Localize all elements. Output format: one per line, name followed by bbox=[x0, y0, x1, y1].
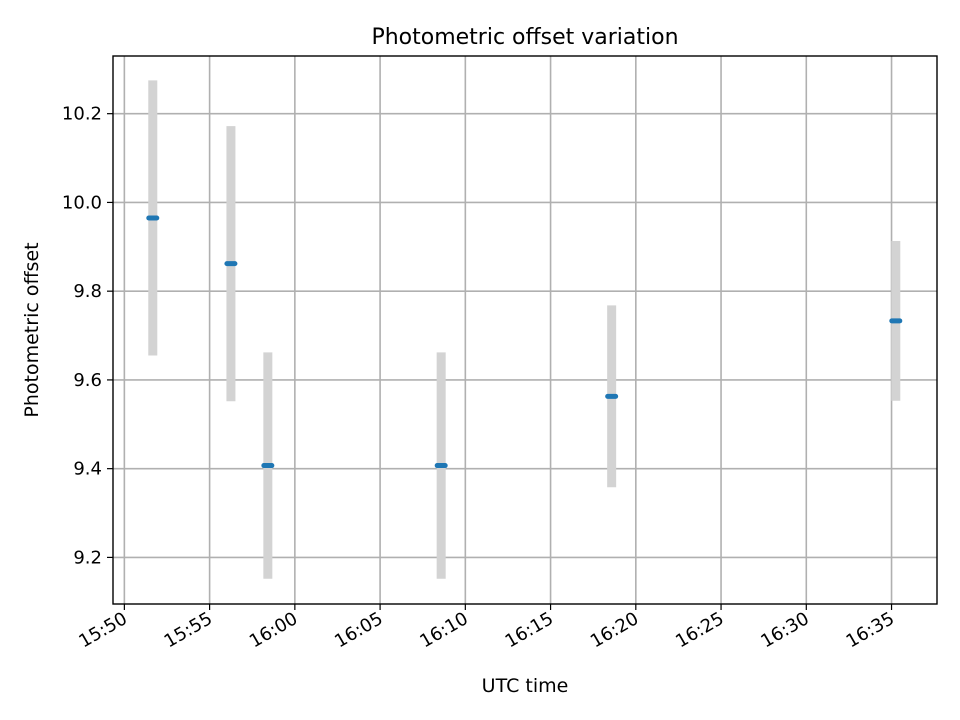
grid-layer bbox=[113, 56, 937, 604]
y-tick-label: 10.2 bbox=[62, 104, 102, 125]
y-tick-label: 9.2 bbox=[73, 547, 102, 568]
y-tick-label: 9.4 bbox=[73, 459, 102, 480]
x-tick-label: 16:25 bbox=[672, 608, 727, 652]
marker-layer bbox=[146, 215, 903, 469]
x-tick-label: 16:05 bbox=[331, 608, 386, 652]
errorbar-layer bbox=[148, 80, 901, 579]
x-tick-label: 16:15 bbox=[502, 608, 557, 652]
y-tick-label: 9.8 bbox=[73, 281, 102, 302]
x-tick-label: 16:20 bbox=[587, 608, 642, 652]
x-tick-label: 15:55 bbox=[161, 608, 216, 652]
x-tick-label: 16:10 bbox=[416, 608, 471, 652]
x-tick-label: 15:50 bbox=[75, 608, 130, 652]
x-tick-label: 16:00 bbox=[246, 608, 301, 652]
x-axis-label: UTC time bbox=[482, 675, 569, 697]
x-tick-label: 16:30 bbox=[757, 608, 812, 652]
plot-frame bbox=[112, 55, 938, 605]
chart-title: Photometric offset variation bbox=[371, 25, 678, 50]
tick-layer: 15:50 15:55 16:00 16:05 16:10 16:15 16:20 16:25… bbox=[62, 104, 898, 653]
x-tick-label: 16:35 bbox=[843, 608, 898, 652]
y-axis-label: Photometric offset bbox=[21, 242, 43, 417]
y-tick-label: 9.6 bbox=[73, 370, 102, 391]
y-tick-label: 10.0 bbox=[62, 192, 102, 213]
